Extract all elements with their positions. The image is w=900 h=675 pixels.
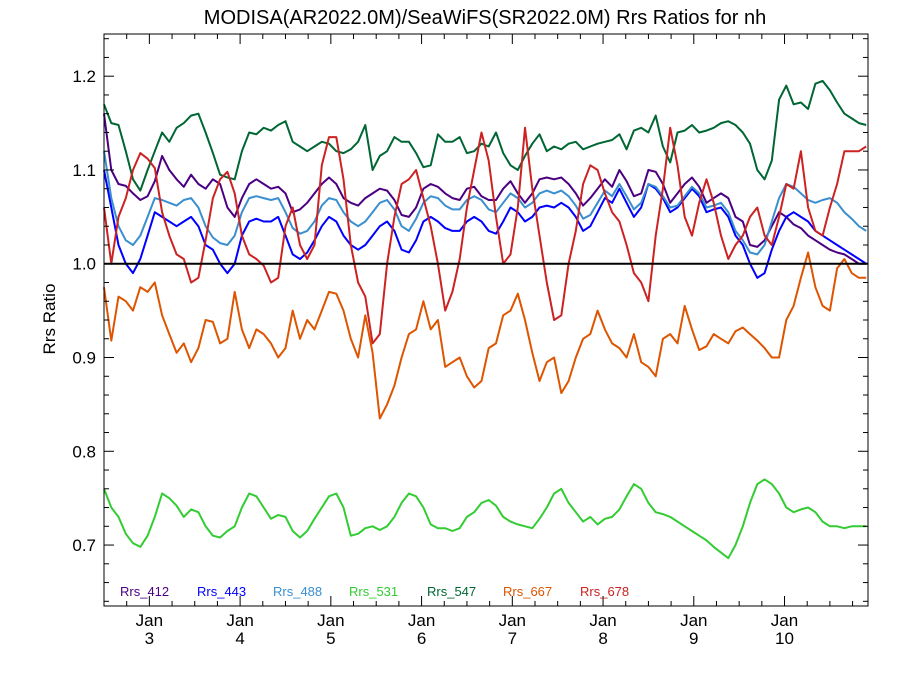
x-tick-label-day: 9 xyxy=(689,629,698,648)
y-tick-label: 0.7 xyxy=(72,536,96,555)
x-tick-label-day: 6 xyxy=(417,629,426,648)
x-tick-label-month: Jan xyxy=(680,611,707,630)
legend-entry-rrs-547: Rrs_547 xyxy=(427,584,476,599)
x-tick-label-day: 4 xyxy=(235,629,244,648)
x-tick-label-month: Jan xyxy=(226,611,253,630)
series-line-rrs-412 xyxy=(103,113,867,265)
y-axis-label: Rrs Ratio xyxy=(40,284,59,355)
legend-entry-rrs-531: Rrs_531 xyxy=(349,584,398,599)
legend-entry-rrs-667: Rrs_667 xyxy=(503,584,552,599)
x-tick-label-day: 3 xyxy=(145,629,154,648)
x-tick-label-month: Jan xyxy=(589,611,616,630)
x-tick-label-month: Jan xyxy=(771,611,798,630)
series-layer xyxy=(103,79,867,560)
x-tick-label-month: Jan xyxy=(499,611,526,630)
series-line-rrs-667 xyxy=(103,251,867,420)
x-tick-label-day: 10 xyxy=(775,629,794,648)
x-tick-label-day: 5 xyxy=(326,629,335,648)
legend: Rrs_412 Rrs_443 Rrs_488 Rrs_531 Rrs_547 Rrs_6… xyxy=(120,584,629,599)
series-line-rrs-488 xyxy=(103,151,867,256)
x-tick-label-day: 7 xyxy=(508,629,517,648)
x-tick-label-month: Jan xyxy=(317,611,344,630)
y-tick-label: 1.1 xyxy=(72,161,96,180)
x-tick-label-month: Jan xyxy=(408,611,435,630)
y-tick-label: 1.0 xyxy=(72,255,96,274)
x-tick-label-month: Jan xyxy=(136,611,163,630)
series-line-rrs-531 xyxy=(103,478,867,560)
y-tick-label: 0.9 xyxy=(72,349,96,368)
axes-layer: 0.70.80.91.01.11.2Jan3Jan4Jan5Jan6Jan7Ja… xyxy=(72,33,869,648)
legend-entry-rrs-678: Rrs_678 xyxy=(580,584,629,599)
y-tick-label: 1.2 xyxy=(72,67,96,86)
series-line-rrs-678 xyxy=(103,126,867,345)
y-tick-label: 0.8 xyxy=(72,442,96,461)
legend-entry-rrs-412: Rrs_412 xyxy=(120,584,169,599)
x-tick-label-day: 8 xyxy=(598,629,607,648)
legend-entry-rrs-488: Rrs_488 xyxy=(273,584,322,599)
legend-entry-rrs-443: Rrs_443 xyxy=(197,584,246,599)
chart-title: MODISA(AR2022.0M)/SeaWiFS(SR2022.0M) Rrs… xyxy=(204,7,766,29)
